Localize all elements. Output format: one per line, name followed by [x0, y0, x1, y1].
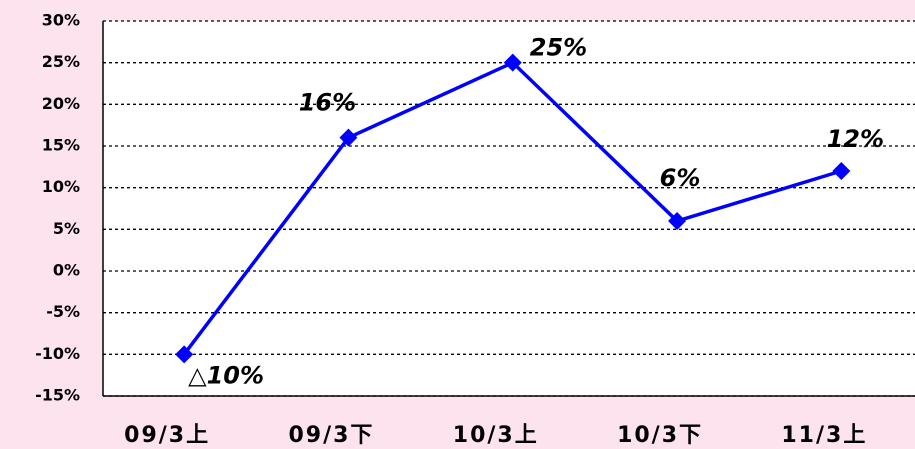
data-label: 12% [827, 125, 884, 153]
marker [668, 212, 687, 230]
y-tick-label: -10% [35, 344, 80, 363]
y-tick-label: 5% [53, 219, 80, 238]
data-label: 16% [299, 89, 356, 117]
y-tick-label: 10% [42, 177, 80, 196]
y-tick-label: -5% [46, 302, 80, 321]
x-tick-label: 09/3上 [124, 423, 210, 448]
y-tick-label: 15% [42, 136, 80, 155]
y-tick-label: 25% [42, 52, 80, 71]
x-tick-label: 09/3下 [288, 423, 374, 448]
data-label: 25% [530, 34, 587, 62]
marker [175, 345, 194, 364]
data-label: △10% [188, 361, 264, 389]
marker [503, 53, 522, 72]
y-tick-label: 20% [42, 94, 80, 113]
marker [339, 128, 358, 147]
y-tick-label: 30% [42, 11, 80, 30]
x-tick-label: 10/3上 [453, 423, 539, 448]
plot-area [103, 21, 915, 396]
y-tick-label: -15% [35, 386, 80, 405]
x-tick-label: 11/3上 [781, 423, 867, 448]
y-tick-label: 0% [53, 261, 80, 280]
x-tick-label: 10/3下 [617, 423, 703, 448]
marker [832, 162, 851, 180]
data-label: 6% [660, 164, 701, 192]
